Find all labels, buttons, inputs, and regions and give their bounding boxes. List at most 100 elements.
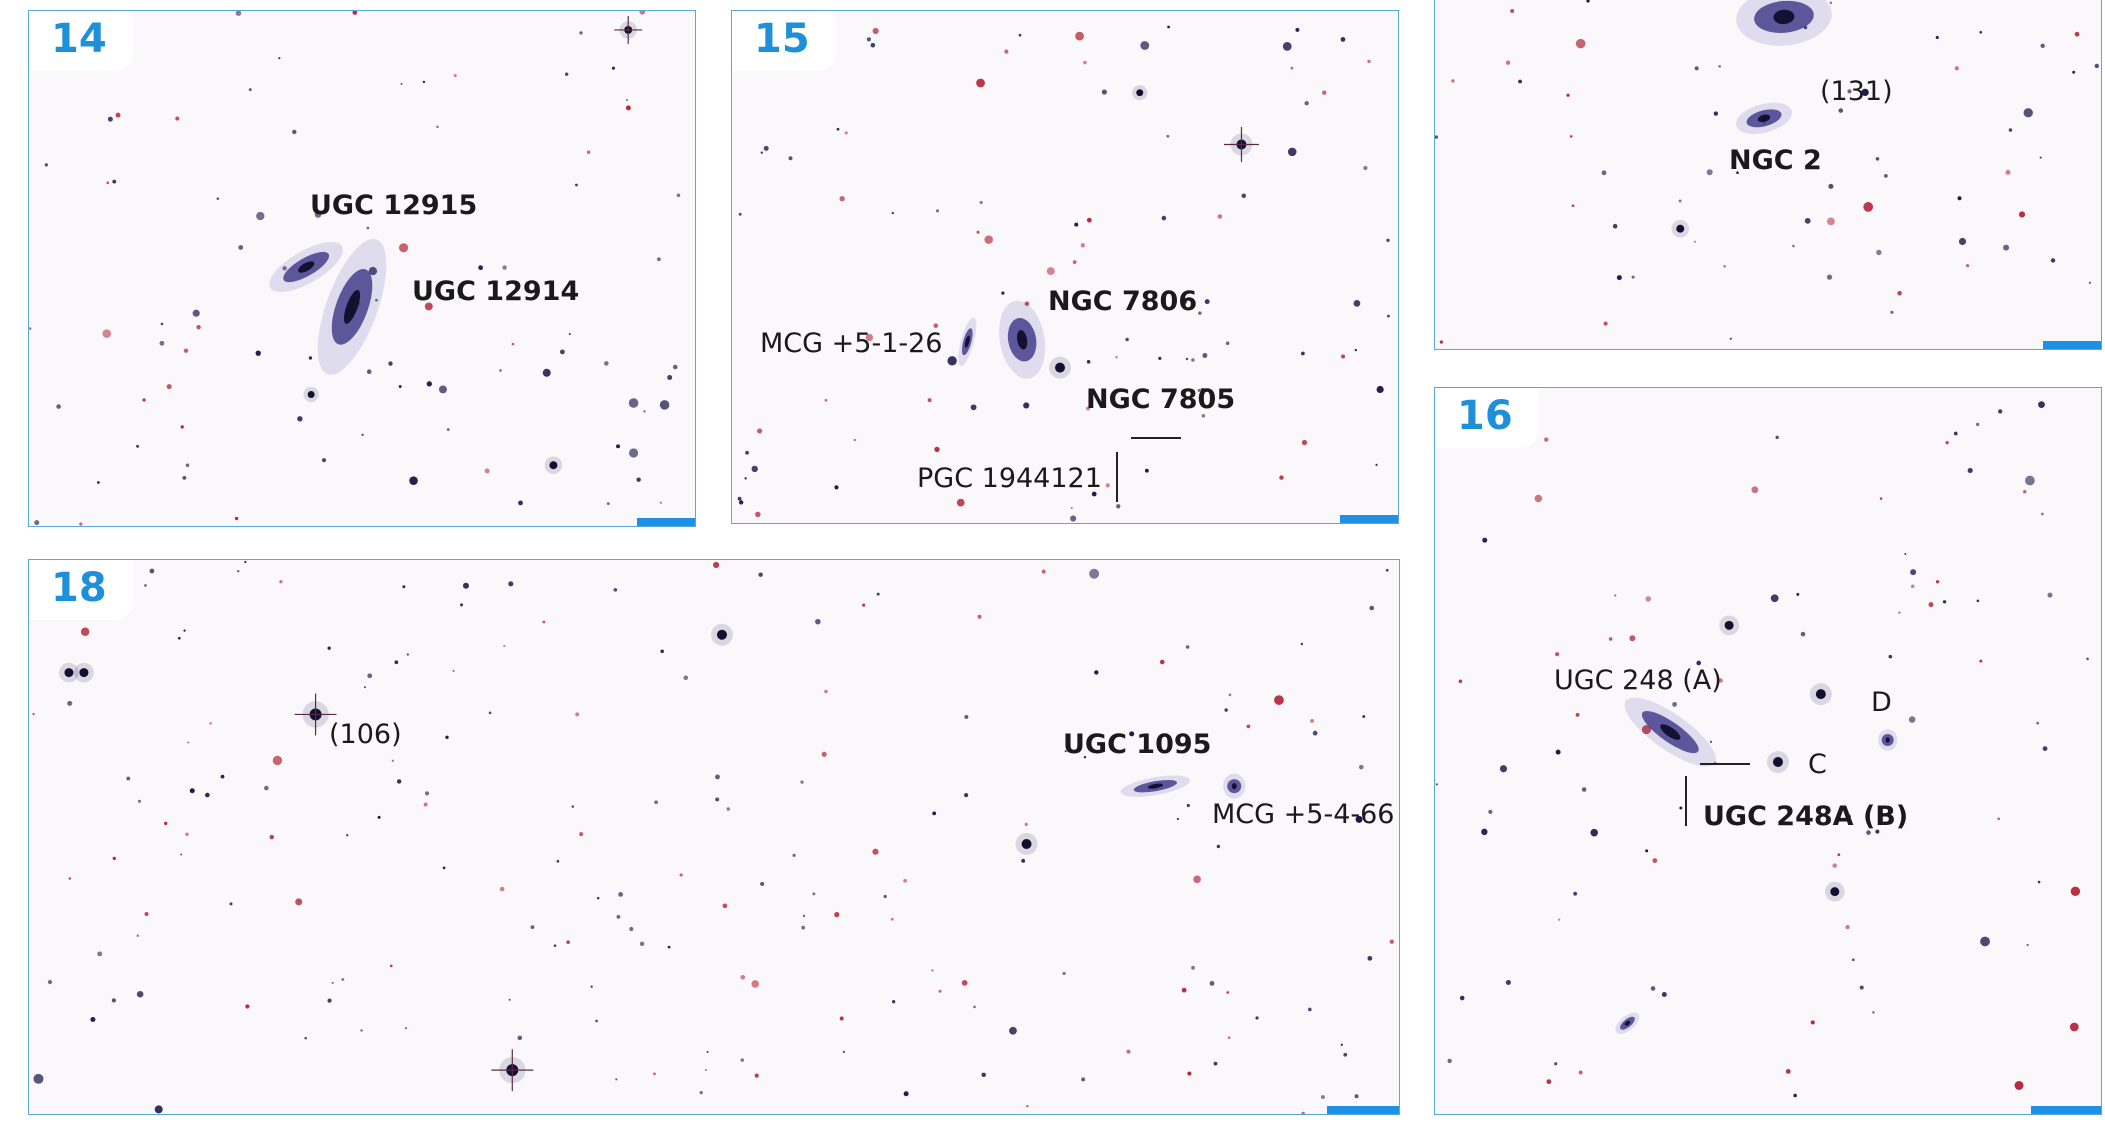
- star: [361, 433, 364, 437]
- star: [1447, 1058, 1452, 1064]
- star: [872, 848, 879, 855]
- star: [1751, 486, 1759, 494]
- star: [107, 116, 113, 122]
- label-106: (106): [329, 719, 402, 750]
- label-ugc-248a-b: UGC 248A (B): [1703, 801, 1909, 832]
- star: [187, 741, 190, 744]
- star: [984, 235, 994, 244]
- star: [2072, 70, 2076, 74]
- star: [360, 1029, 363, 1032]
- star: [518, 500, 523, 506]
- star: [137, 799, 141, 803]
- star: [1679, 806, 1683, 810]
- star: [760, 881, 765, 886]
- star: [754, 1073, 759, 1078]
- star: [1837, 853, 1841, 857]
- star: [824, 398, 828, 402]
- bright-star: [1055, 362, 1065, 373]
- star: [209, 722, 212, 725]
- star: [1041, 569, 1046, 574]
- star: [844, 131, 848, 135]
- star: [1847, 89, 1852, 94]
- star: [182, 475, 187, 480]
- star: [1863, 202, 1874, 212]
- bright-star: [1021, 838, 1032, 849]
- star: [177, 636, 181, 640]
- star: [229, 902, 233, 906]
- star: [1554, 1062, 1558, 1066]
- star: [1566, 93, 1570, 97]
- star: [1866, 830, 1871, 835]
- star: [1343, 1052, 1348, 1057]
- star: [1435, 783, 1438, 786]
- star: [1459, 995, 1465, 1001]
- star: [964, 714, 969, 719]
- star: [575, 712, 580, 717]
- star: [185, 463, 190, 468]
- star: [136, 990, 144, 998]
- star: [1369, 605, 1375, 611]
- star: [553, 944, 557, 947]
- star: [458, 296, 461, 299]
- star: [2036, 721, 2039, 725]
- star-field-16: [1435, 401, 2089, 1098]
- star: [1167, 25, 1170, 29]
- star: [79, 522, 83, 526]
- star: [136, 934, 139, 937]
- star: [1387, 314, 1390, 318]
- star: [180, 425, 184, 429]
- star: [1694, 240, 1697, 243]
- label-d: D: [1871, 687, 1892, 718]
- star: [400, 82, 403, 85]
- star: [1945, 440, 1949, 445]
- star: [613, 588, 618, 592]
- galaxy-mcg-5-4-66-core: [1231, 783, 1237, 790]
- star: [891, 1000, 896, 1004]
- star: [264, 785, 269, 791]
- star: [503, 644, 506, 648]
- star: [34, 520, 40, 526]
- star: [1976, 599, 1980, 603]
- star: [1295, 27, 1300, 32]
- star: [282, 266, 287, 271]
- label-ngc-2: NGC 2: [1729, 145, 1822, 176]
- star: [699, 1090, 703, 1095]
- star: [643, 410, 646, 413]
- star: [1362, 715, 1366, 718]
- star: [292, 129, 297, 135]
- star: [245, 1004, 250, 1009]
- bright-star: [1830, 887, 1840, 897]
- star: [2039, 156, 2042, 159]
- star: [639, 11, 646, 15]
- star: [566, 940, 570, 945]
- star: [1439, 340, 1444, 344]
- star: [1312, 730, 1318, 736]
- star: [1024, 301, 1030, 307]
- star: [659, 501, 662, 504]
- star: [1023, 402, 1030, 409]
- star: [189, 788, 195, 794]
- star: [722, 903, 728, 909]
- star: [802, 914, 806, 918]
- star: [1575, 38, 1586, 49]
- star: [2026, 943, 2029, 947]
- galaxy-ugc-12914-core: [343, 289, 361, 324]
- star: [961, 979, 968, 986]
- star: [1718, 678, 1723, 683]
- star: [1376, 385, 1384, 394]
- star: [606, 502, 610, 506]
- star: [366, 369, 372, 374]
- star: [1661, 992, 1667, 998]
- panel-number-14: 14: [29, 11, 133, 71]
- star: [438, 385, 447, 394]
- star: [1608, 637, 1613, 641]
- star: [1616, 275, 1622, 281]
- star: [931, 969, 934, 972]
- star: [1672, 702, 1677, 707]
- star: [1723, 264, 1726, 268]
- star: [166, 384, 172, 390]
- star: [890, 917, 894, 921]
- star: [1890, 310, 1894, 314]
- star: [1652, 858, 1658, 863]
- star: [1650, 986, 1656, 991]
